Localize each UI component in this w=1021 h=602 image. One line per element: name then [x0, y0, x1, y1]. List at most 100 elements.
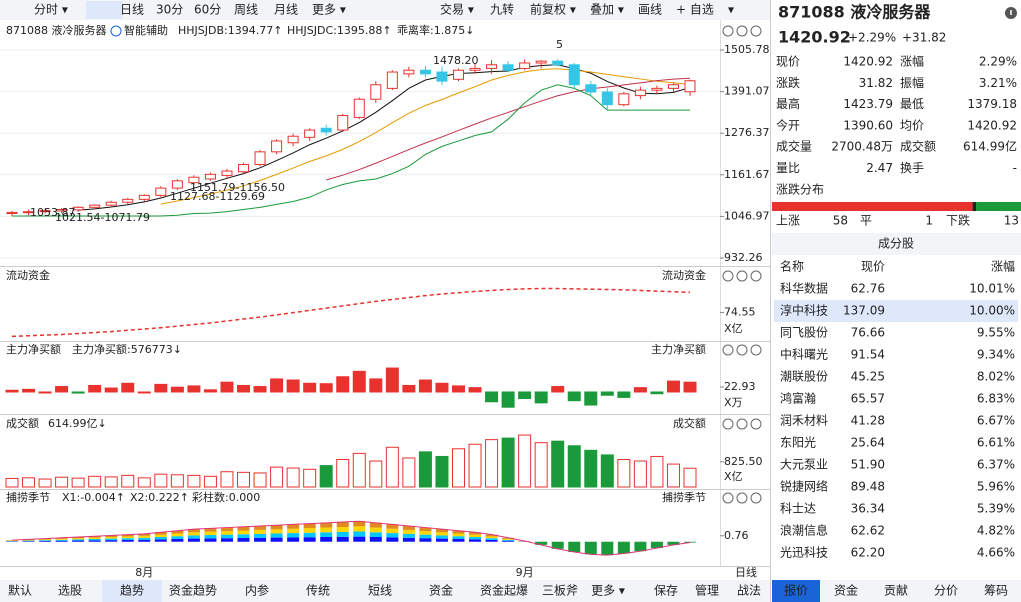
panel-icon[interactable] [722, 25, 734, 37]
quote-tab[interactable]: 贡献 [884, 583, 908, 598]
season-bar [303, 528, 316, 533]
panel-icon[interactable] [750, 25, 762, 37]
stock-change: 5.39% [977, 502, 1015, 516]
panel-icon[interactable] [736, 344, 748, 356]
season-bar [303, 523, 316, 529]
section-bg [772, 233, 1021, 255]
panel-icon[interactable] [736, 270, 748, 282]
bottom-tab-right[interactable]: 战法 [737, 584, 761, 598]
period-button[interactable]: 30分 [156, 3, 183, 17]
panel-icon[interactable] [722, 492, 734, 504]
tool-button[interactable]: ▾ [728, 3, 734, 17]
candle-body [519, 62, 531, 69]
season-bar [204, 538, 217, 542]
panel-icon[interactable] [722, 418, 734, 430]
season-bar [105, 537, 118, 539]
season-bar [39, 540, 52, 542]
stock-price: 25.64 [851, 436, 885, 450]
stock-name[interactable]: 润禾材料 [780, 414, 828, 428]
stock-name[interactable]: 光迅科技 [780, 546, 828, 560]
stock-change: 4.82% [977, 524, 1015, 538]
period-button[interactable]: 60分 [194, 3, 221, 17]
bar [584, 449, 598, 488]
stock-change: 10.01% [969, 282, 1015, 296]
panel-icon[interactable] [736, 492, 748, 504]
season-bar [204, 535, 217, 539]
season-bar [402, 525, 415, 530]
tool-button[interactable]: 画线 [638, 3, 662, 17]
season-bar [254, 537, 267, 542]
stat-value: 1420.92 [843, 55, 893, 69]
stock-name[interactable]: 东阳光 [780, 436, 816, 450]
stock-name[interactable]: 同飞股份 [780, 326, 828, 340]
stock-name[interactable]: 淳中科技 [780, 303, 828, 318]
bottom-tab[interactable]: 资金 [429, 583, 453, 598]
panel-icon[interactable] [736, 25, 748, 37]
bottom-tab[interactable]: 默认 [8, 583, 32, 598]
bottom-tab[interactable]: 资金起爆 [480, 583, 528, 598]
candle-body [486, 64, 498, 69]
panel-icon[interactable] [750, 492, 762, 504]
bottom-tab[interactable]: 资金趋势 [169, 583, 217, 598]
bar [617, 391, 631, 398]
candle-body [419, 69, 431, 75]
candle-body [72, 206, 84, 211]
bar [385, 367, 399, 393]
panel-icon[interactable] [722, 270, 734, 282]
stock-name[interactable]: 科华数据 [780, 281, 828, 296]
bar [418, 451, 432, 488]
bottom-tab[interactable]: 传统 [306, 583, 330, 598]
quote-tab[interactable]: 分价 [934, 584, 958, 598]
tool-button[interactable]: 前复权 ▾ [530, 2, 576, 17]
bottom-tab[interactable]: 短线 [368, 584, 392, 598]
season-bar [469, 539, 482, 542]
y-tick-label: 22.93 [724, 380, 756, 393]
period-button[interactable]: 分时 ▾ [34, 3, 68, 17]
assist-label[interactable]: 智能辅助 [124, 23, 168, 37]
tool-button[interactable]: 交易 ▾ [440, 2, 474, 17]
bottom-tab[interactable]: 内参 [245, 583, 269, 598]
quote-tab[interactable]: 报价 [784, 583, 808, 598]
bottom-tab-right[interactable]: 保存 [654, 584, 678, 598]
annotation: 1478.20 [433, 54, 479, 67]
candle-body [634, 89, 646, 97]
tool-button[interactable]: 叠加 ▾ [590, 3, 624, 17]
period-button[interactable]: 日线 [120, 3, 144, 17]
period-button[interactable]: 更多 ▾ [312, 3, 346, 17]
panel-icon[interactable] [722, 344, 734, 356]
season-bar [88, 540, 101, 542]
period-button[interactable]: 周线 [234, 3, 258, 17]
panel-icon[interactable] [736, 418, 748, 430]
bottom-tab[interactable]: 趋势 [120, 584, 144, 598]
period-button[interactable]: 月线 [274, 3, 298, 17]
bottom-tab[interactable]: 选股 [58, 584, 82, 598]
tool-button[interactable]: + 自选 [676, 3, 714, 17]
bar [600, 391, 614, 396]
bottom-tab[interactable]: 三板斧 [542, 584, 578, 598]
season-line [11, 520, 691, 556]
stock-name[interactable]: 鸿富瀚 [780, 391, 816, 406]
panel-icon[interactable] [750, 270, 762, 282]
season-bar [353, 521, 366, 527]
stock-name[interactable]: 大元泵业 [780, 458, 828, 472]
panel-icon[interactable] [750, 344, 762, 356]
panel-icon[interactable] [750, 418, 762, 430]
quote-tab[interactable]: 筹码 [984, 584, 1008, 598]
row-highlight [774, 300, 1018, 322]
quote-tab[interactable]: 资金 [834, 583, 858, 598]
stock-name[interactable]: 浪潮信息 [780, 523, 828, 538]
stock-name[interactable]: 锐捷网络 [780, 479, 828, 494]
stock-price: 137.09 [843, 304, 885, 318]
tab-active-bg [772, 580, 820, 602]
tool-button[interactable]: 九转 [490, 2, 514, 17]
bottom-tab-right[interactable]: 管理 [695, 583, 719, 598]
season-bar [237, 526, 250, 531]
stock-change: 6.67% [977, 414, 1015, 428]
stock-name[interactable]: 中科曙光 [780, 347, 828, 362]
bar [485, 391, 499, 403]
candle-body [105, 201, 117, 206]
assist-icon[interactable] [110, 25, 122, 37]
stock-name[interactable]: 科士达 [780, 502, 816, 516]
bottom-tab[interactable]: 更多 ▾ [591, 584, 625, 598]
stock-name[interactable]: 潮联股份 [780, 369, 828, 384]
